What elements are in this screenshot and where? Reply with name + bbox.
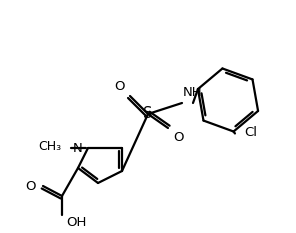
Text: O: O <box>115 80 125 93</box>
Text: O: O <box>25 179 36 192</box>
Text: OH: OH <box>66 216 86 229</box>
Text: Cl: Cl <box>244 126 257 139</box>
Text: S: S <box>143 106 153 121</box>
Text: CH₃: CH₃ <box>38 140 61 154</box>
Text: NH: NH <box>183 86 203 99</box>
Text: N: N <box>73 141 83 154</box>
Text: O: O <box>173 131 184 144</box>
